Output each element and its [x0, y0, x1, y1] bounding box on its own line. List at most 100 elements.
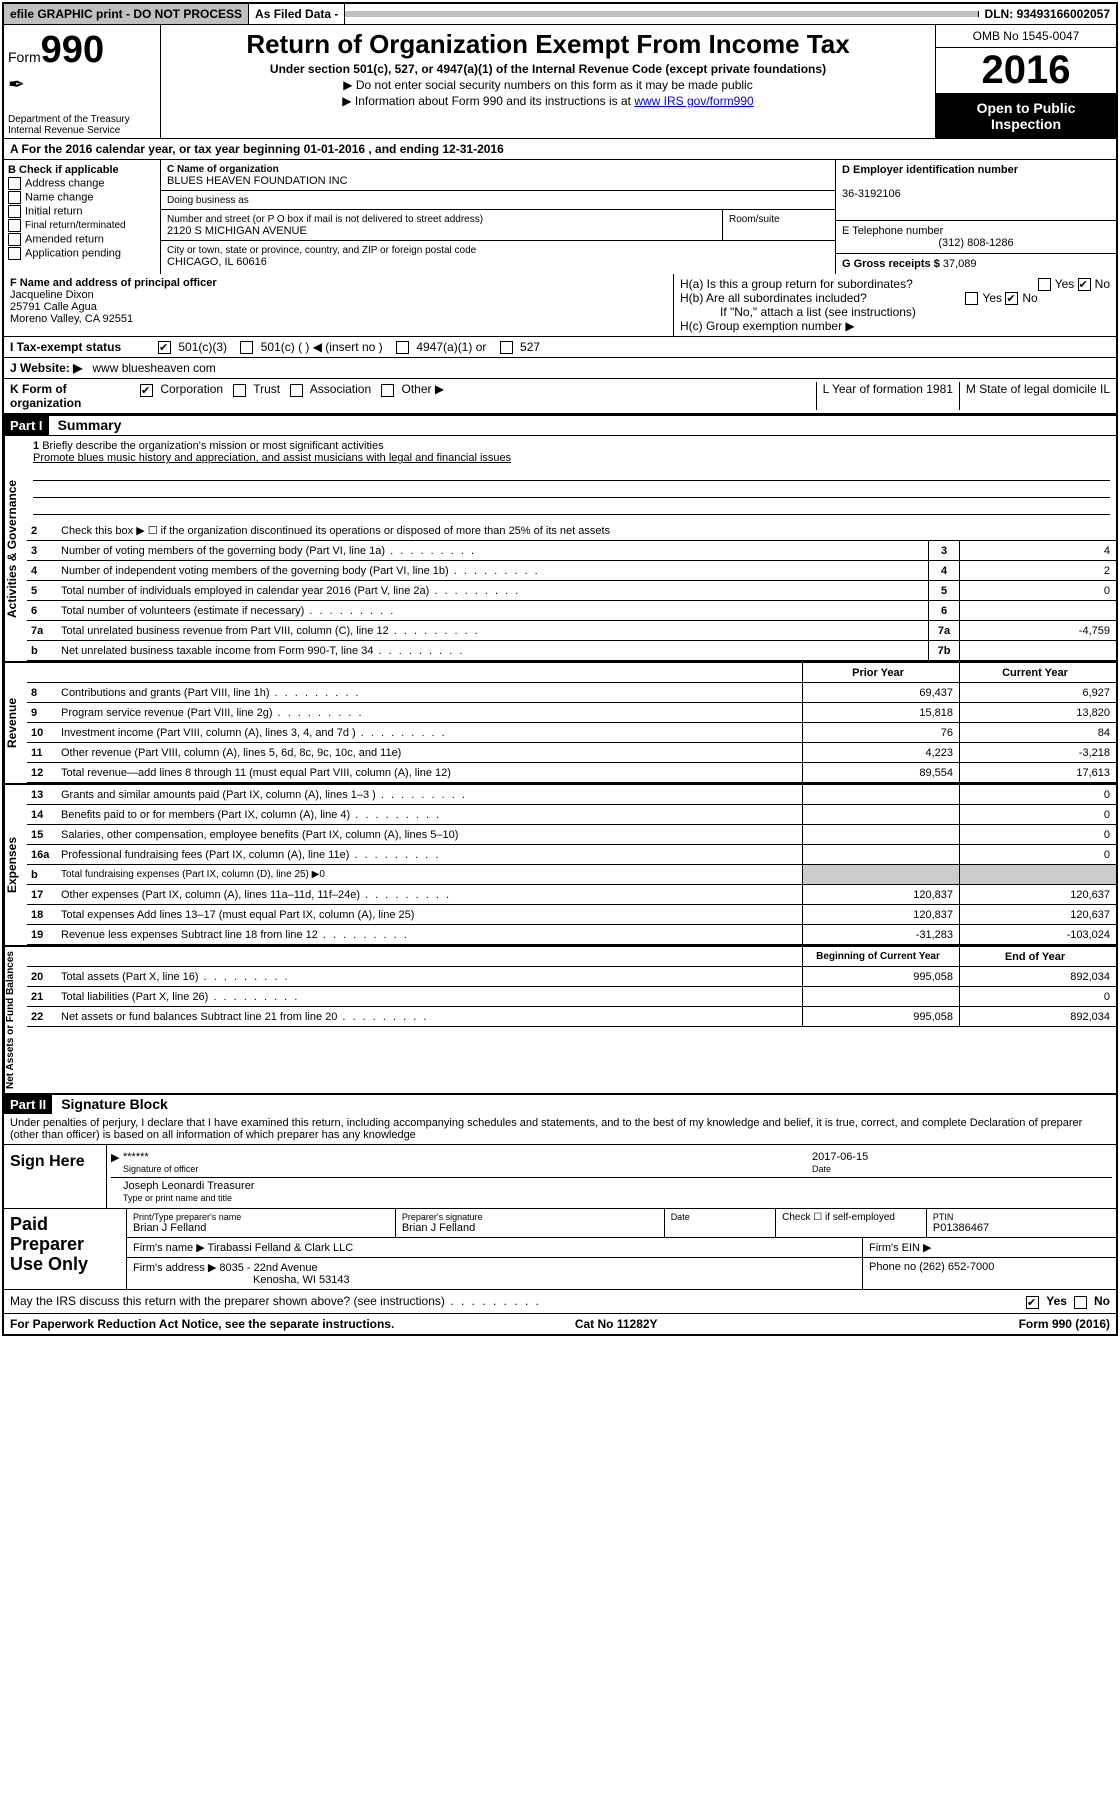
- irs-link[interactable]: www IRS gov/form990: [634, 94, 753, 108]
- p21: [802, 987, 959, 1006]
- cb-final[interactable]: Final return/terminated: [8, 219, 156, 232]
- sign-mid: ▶ ****** Signature of officer 2017-06-15…: [106, 1145, 1116, 1208]
- section-b-to-g: B Check if applicable Address change Nam…: [4, 160, 1116, 274]
- m-state: M State of legal domicile IL: [959, 382, 1110, 410]
- t22: Net assets or fund balances Subtract lin…: [59, 1009, 802, 1025]
- n14: 14: [27, 809, 59, 821]
- n18: 18: [27, 909, 59, 921]
- n13: 13: [27, 789, 59, 801]
- r1c3-lbl: Date: [671, 1212, 769, 1222]
- p9: 15,818: [802, 703, 959, 722]
- line13: 13Grants and similar amounts paid (Part …: [27, 785, 1116, 805]
- prep-row2: Firm's name ▶ Tirabassi Felland & Clark …: [127, 1238, 1116, 1258]
- n16b: b: [27, 869, 59, 881]
- cb-pending[interactable]: Application pending: [8, 247, 156, 260]
- b-title: B Check if applicable: [8, 164, 156, 176]
- sign-here-block: Sign Here ▶ ****** Signature of officer …: [4, 1144, 1116, 1209]
- sig-officer-cell: ****** Signature of officer: [123, 1151, 812, 1175]
- room-cell: Room/suite: [723, 210, 835, 240]
- p16b: [802, 865, 959, 884]
- line16b: bTotal fundraising expenses (Part IX, co…: [27, 865, 1116, 885]
- p8: 69,437: [802, 683, 959, 702]
- sig-stars: ******: [123, 1151, 149, 1163]
- sig-date-lbl: Date: [812, 1164, 831, 1174]
- hc-row: H(c) Group exemption number ▶: [680, 319, 1110, 333]
- discuss-txt: May the IRS discuss this return with the…: [10, 1294, 541, 1308]
- c22: 892,034: [959, 1007, 1116, 1026]
- footer-mid: Cat No 11282Y: [575, 1317, 658, 1331]
- exp-lines: 13Grants and similar amounts paid (Part …: [27, 785, 1116, 945]
- paid-preparer-block: Paid Preparer Use Only Print/Type prepar…: [4, 1209, 1116, 1290]
- p14: [802, 805, 959, 824]
- p18: 120,837: [802, 905, 959, 924]
- c17: 120,637: [959, 885, 1116, 904]
- prep-sig-cell: Preparer's signatureBrian J Felland: [396, 1209, 665, 1237]
- d-block: D Employer identification number 36-3192…: [836, 160, 1116, 221]
- cb-amended[interactable]: Amended return: [8, 233, 156, 246]
- dln-lbl: DLN:: [985, 7, 1014, 21]
- l6-txt: Total number of volunteers (estimate if …: [59, 603, 928, 619]
- cb-address-change[interactable]: Address change: [8, 177, 156, 190]
- prior-year-hdr: Prior Year: [802, 663, 959, 682]
- t20: Total assets (Part X, line 16): [59, 969, 802, 985]
- cb-name-change[interactable]: Name change: [8, 191, 156, 204]
- discuss-row: May the IRS discuss this return with the…: [4, 1290, 1116, 1312]
- ha-lbl: H(a) Is this a group return for subordin…: [680, 277, 913, 291]
- na-h1: Beginning of Current Year: [802, 947, 959, 966]
- part1-badge: Part I: [4, 416, 49, 435]
- prep-label: Paid Preparer Use Only: [4, 1209, 126, 1289]
- rev-side-label: Revenue: [4, 663, 27, 783]
- self-emp-cell: Check ☐ if self-employed: [776, 1209, 927, 1237]
- dept-label: Department of the Treasury Internal Reve…: [8, 114, 130, 136]
- phone-val: (312) 808-1286: [842, 237, 1110, 249]
- l1-txt: Briefly describe the organization's miss…: [42, 440, 383, 452]
- t9: Program service revenue (Part VIII, line…: [59, 705, 802, 721]
- discuss-yn: Yes No: [1026, 1294, 1110, 1308]
- line6: 6Total number of volunteers (estimate if…: [27, 601, 1116, 621]
- form-word: Form: [8, 49, 41, 65]
- note1: ▶ Do not enter social security numbers o…: [167, 78, 929, 92]
- prep-right: Print/Type preparer's nameBrian J Fellan…: [126, 1209, 1116, 1289]
- l5-txt: Total number of individuals employed in …: [59, 583, 928, 599]
- v3: 4: [959, 541, 1116, 560]
- c19: -103,024: [959, 925, 1116, 944]
- t18: Total expenses Add lines 13–17 (must equ…: [59, 907, 802, 923]
- form-number: Form990: [8, 29, 156, 72]
- addr-cell: Number and street (or P O box if mail is…: [161, 210, 723, 240]
- n19: 19: [27, 929, 59, 941]
- cb-lbl-3: Final return/terminated: [25, 220, 126, 231]
- line20: 20Total assets (Part X, line 16)995,0588…: [27, 967, 1116, 987]
- eagle-icon: ✒: [8, 72, 156, 97]
- l7a-txt: Total unrelated business revenue from Pa…: [59, 623, 928, 639]
- ein-val: 36-3192106: [842, 188, 901, 200]
- na-header-row: Beginning of Current Year End of Year: [27, 947, 1116, 967]
- dln-value: 93493166002057: [1017, 7, 1110, 21]
- n8: 8: [27, 687, 59, 699]
- note2-pre: ▶ Information about Form 990 and its ins…: [342, 94, 634, 108]
- prep-date-cell: Date: [665, 1209, 776, 1237]
- na-side-label: Net Assets or Fund Balances: [4, 947, 27, 1093]
- line19: 19Revenue less expenses Subtract line 18…: [27, 925, 1116, 945]
- section-b: B Check if applicable Address change Nam…: [4, 160, 161, 274]
- sign-here-label: Sign Here: [4, 1145, 106, 1208]
- cb-initial[interactable]: Initial return: [8, 205, 156, 218]
- revenue-section: Revenue Prior Year Current Year 8Contrib…: [4, 661, 1116, 783]
- e-block: E Telephone number (312) 808-1286: [836, 221, 1116, 254]
- ptin-lbl: PTIN: [933, 1212, 1110, 1222]
- l-year: L Year of formation 1981: [816, 382, 953, 410]
- rev-lines: Prior Year Current Year 8Contributions a…: [27, 663, 1116, 783]
- l3-txt: Number of voting members of the governin…: [59, 543, 928, 559]
- netassets-section: Net Assets or Fund Balances Beginning of…: [4, 945, 1116, 1093]
- p19: -31,283: [802, 925, 959, 944]
- p20: 995,058: [802, 967, 959, 986]
- line10: 10Investment income (Part VIII, column (…: [27, 723, 1116, 743]
- sig-lbl: Signature of officer: [123, 1164, 198, 1174]
- curr-year-hdr: Current Year: [959, 663, 1116, 682]
- i-opts: 501(c)(3) 501(c) ( ) ◀ (insert no ) 4947…: [158, 340, 540, 354]
- p15: [802, 825, 959, 844]
- addr-lbl: Number and street (or P O box if mail is…: [167, 214, 483, 225]
- line5: 5Total number of individuals employed in…: [27, 581, 1116, 601]
- c18: 120,637: [959, 905, 1116, 924]
- t21: Total liabilities (Part X, line 26): [59, 989, 802, 1005]
- c15: 0: [959, 825, 1116, 844]
